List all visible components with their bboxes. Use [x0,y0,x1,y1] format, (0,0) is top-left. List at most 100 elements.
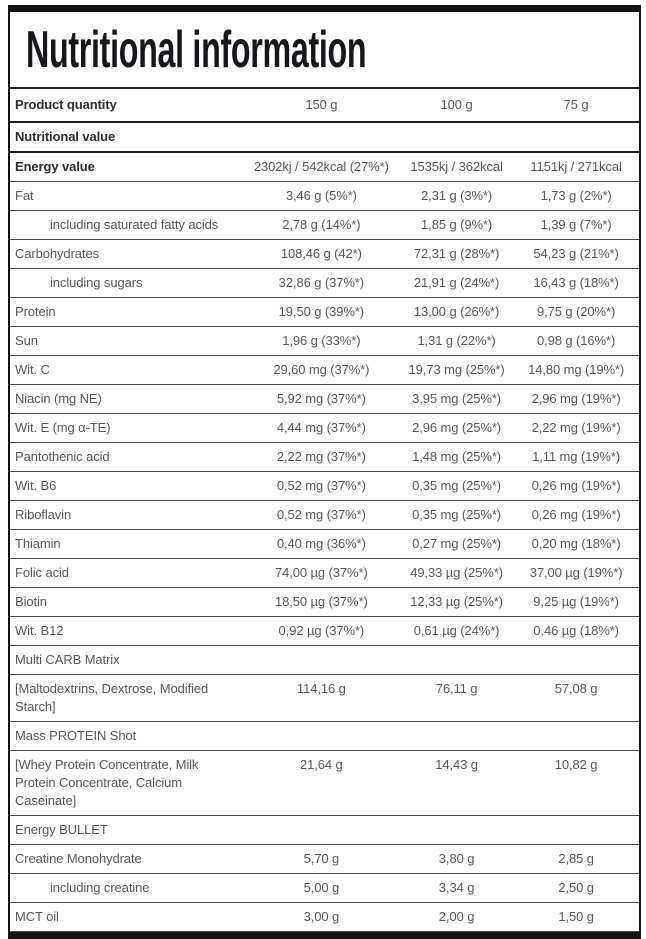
row-value: 37,00 µg (19%*) [529,565,623,580]
table-row: Biotin 18,50 µg (37%*) 12,33 µg (25%*) 9… [10,588,639,617]
table-row: Wit. B6 0,52 mg (37%*) 0,35 mg (25%*) 0,… [10,472,639,501]
row-label: [Maltodextrins, Dextrose, Modified Starc… [15,681,209,714]
row-value: 0,61 µg (24%*) [413,623,500,638]
table-row: Fat 3,46 g (5%*) 2,31 g (3%*) 1,73 g (2%… [10,182,639,211]
row-value: 12,33 µg (25%*) [410,594,503,609]
row-value: 0,27 mg (25%*) [412,536,502,551]
row-value: 1,31 g (22%*) [417,333,496,348]
row-value: 54,23 g (21%*) [533,246,619,261]
row-label: Folic acid [15,565,69,580]
row-value: 13,00 g (26%*) [413,304,500,319]
panel-title-bar: Nutritional information [10,12,639,89]
row-label: Thiamin [15,536,61,551]
table-row: [Maltodextrins, Dextrose, Modified Starc… [10,675,639,722]
table-row: Sun 1,96 g (33%*) 1,31 g (22%*) 0,98 g (… [10,327,639,356]
row-value: 108,46 g (42*) [280,246,362,261]
row-label: Wit. E (mg α-TE) [15,420,111,435]
table-row: Niacin (mg NE) 5,92 mg (37%*) 3,95 mg (2… [10,385,639,414]
row-value: 14,43 g [435,757,478,772]
row-value: 18,50 µg (37%*) [274,594,368,609]
row-value: 0,40 mg (36%*) [276,536,366,551]
row-label: Carbohydrates [15,246,99,261]
row-value: 74,00 µg (37%*) [274,565,368,580]
row-label: Energy value [15,159,95,174]
table-row: Wit. B12 0,92 µg (37%*) 0,61 µg (24%*) 0… [10,617,639,646]
row-value: 19,50 g (39%*) [278,304,364,319]
row-label: including creatine [50,880,150,895]
table-row: including sugars 32,86 g (37%*) 21,91 g … [10,269,639,298]
row-label: Wit. B6 [15,478,57,493]
row-value: 2,78 g (14%*) [282,217,361,232]
product-quantity-label: Product quantity [15,97,117,112]
table-row: Carbohydrates 108,46 g (42*) 72,31 g (28… [10,240,639,269]
row-value: 76,11 g [435,681,478,696]
row-label: Sun [15,333,38,348]
table-row: Pantothenic acid 2,22 mg (37%*) 1,48 mg … [10,443,639,472]
panel-title: Nutritional information [26,20,367,79]
row-value: 21,64 g [300,757,343,772]
table-row: Protein 19,50 g (39%*) 13,00 g (26%*) 9,… [10,298,639,327]
row-label: Riboflavin [15,507,72,522]
nutrition-panel: Nutritional information Product quantity… [8,5,641,939]
row-label: MCT oil [15,909,59,924]
row-value: 2,22 mg (19%*) [531,420,621,435]
table-row: Wit. C 29,60 mg (37%*) 19,73 mg (25%*) 1… [10,356,639,385]
row-value: 1,48 mg (25%*) [412,449,502,464]
nutritional-value-header-row: Nutritional value [10,122,639,152]
row-value: 0,52 mg (37%*) [276,507,366,522]
row-value: 2302kj / 542kcal (27%*) [253,159,389,174]
row-value: 5,70 g [303,851,340,866]
row-value: 3,00 g [303,909,340,924]
nutritional-value-header: Nutritional value [15,129,116,144]
row-value: 0,35 mg (25%*) [412,478,502,493]
row-label: including saturated fatty acids [50,217,219,232]
section-header-row: Energy BULLET [10,816,639,845]
row-label: Multi CARB Matrix [15,652,120,667]
row-value: 5,00 g [303,880,340,895]
row-value: 0,46 µg (18%*) [533,623,619,638]
row-value: 0,52 mg (37%*) [276,478,366,493]
row-label: Wit. B12 [15,623,64,638]
section-header-row: Multi CARB Matrix [10,646,639,675]
row-value: 1,85 g (9%*) [421,217,493,232]
row-label: including sugars [50,275,143,290]
row-value: 14,80 mg (19%*) [528,362,625,377]
row-value: 2,50 g [558,880,594,895]
table-row: Riboflavin 0,52 mg (37%*) 0,35 mg (25%*)… [10,501,639,530]
row-label: [Whey Protein Concentrate, Milk Protein … [15,757,199,808]
row-value: 0,92 µg (37%*) [278,623,365,638]
quantity-column-header: 100 g [440,97,473,112]
row-value: 49,33 µg (25%*) [410,565,503,580]
row-value: 0,26 mg (19%*) [531,507,621,522]
row-label: Mass PROTEIN Shot [15,728,137,743]
row-value: 0,26 mg (19%*) [531,478,621,493]
product-quantity-row: Product quantity 150 g 100 g 75 g [10,89,639,122]
row-value: 57,08 g [554,681,598,696]
row-value: 1,39 g (7%*) [540,217,612,232]
table-row: Wit. E (mg α-TE) 4,44 mg (37%*) 2,96 mg … [10,414,639,443]
row-value: 2,85 g [558,851,594,866]
table-row: [Whey Protein Concentrate, Milk Protein … [10,751,639,816]
row-value: 1,11 mg (19%*) [532,449,621,464]
table-row: Creatine Monohydrate 5,70 g 3,80 g 2,85 … [10,845,639,874]
row-value: 9,25 µg (19%*) [533,594,619,609]
table-row: Energy value 2302kj / 542kcal (27%*) 153… [10,152,639,182]
section-header-row: Mass PROTEIN Shot [10,722,639,751]
table-row: including creatine 5,00 g 3,34 g 2,50 g [10,874,639,903]
row-value: 2,96 mg (25%*) [412,420,502,435]
nutrition-rows: Energy value 2302kj / 542kcal (27%*) 153… [10,152,639,932]
row-value: 3,34 g [438,880,475,895]
table-row: Folic acid 74,00 µg (37%*) 49,33 µg (25%… [10,559,639,588]
row-value: 2,22 mg (37%*) [276,449,366,464]
row-value: 0,98 g (16%*) [536,333,616,348]
row-value: 72,31 g (28%*) [413,246,500,261]
nutrition-table: Product quantity 150 g 100 g 75 g Nutrit… [10,89,639,932]
row-value: 1,73 g (2%*) [540,188,612,203]
row-value: 0,35 mg (25%*) [412,507,502,522]
row-value: 3,95 mg (25%*) [412,391,502,406]
row-value: 10,82 g [554,757,598,772]
row-value: 2,31 g (3%*) [421,188,493,203]
row-value: 4,44 mg (37%*) [276,420,366,435]
row-value: 32,86 g (37%*) [278,275,364,290]
row-label: Protein [15,304,56,319]
